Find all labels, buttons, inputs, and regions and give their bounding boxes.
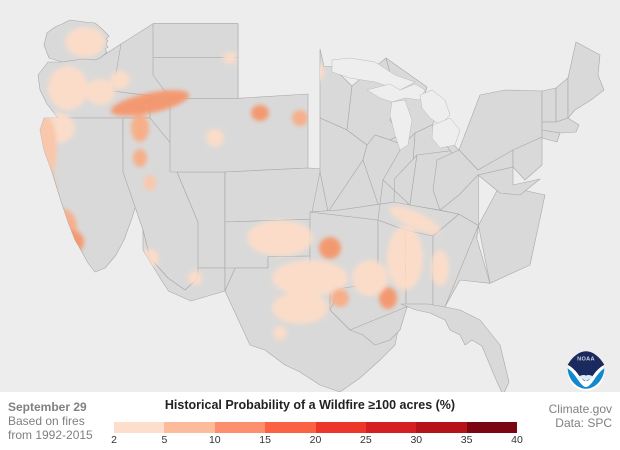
- svg-text:NOAA: NOAA: [577, 357, 595, 363]
